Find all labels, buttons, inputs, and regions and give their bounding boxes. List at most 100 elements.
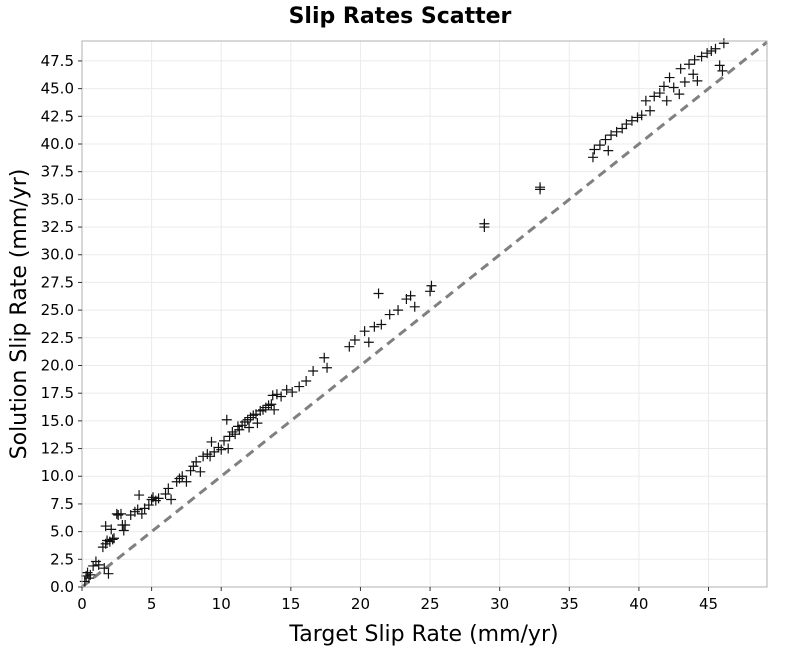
data-point (267, 390, 278, 401)
data-point (146, 494, 157, 505)
data-point (109, 533, 120, 544)
data-point (281, 384, 292, 395)
reference-line-layer (81, 40, 768, 589)
y-tick-label: 10.0 (41, 467, 74, 485)
data-point (674, 89, 685, 100)
y-tick-label: 30.0 (41, 246, 74, 264)
data-point (177, 471, 188, 482)
data-point (118, 525, 129, 536)
data-point (675, 63, 686, 74)
data-point (658, 81, 669, 92)
x-tick-label: 15 (281, 595, 300, 613)
data-point (143, 500, 154, 511)
data-point (163, 483, 174, 494)
x-tick-label: 5 (147, 595, 157, 613)
data-point (209, 446, 220, 457)
data-point (636, 110, 647, 121)
data-point (668, 82, 679, 93)
y-tick-label: 45.0 (41, 80, 74, 98)
plot-frame (81, 40, 768, 588)
data-point (349, 335, 360, 346)
data-point (319, 352, 330, 363)
data-point (649, 91, 660, 102)
data-point (603, 145, 614, 156)
data-point (702, 48, 713, 59)
y-axis-ticks: 0.0 2.5 5.0 7.5 10.0 12.5 15.0 17.5 20.0 22.5 25.0… (41, 52, 82, 596)
data-point (294, 381, 305, 392)
data-point (221, 414, 232, 425)
data-point (308, 366, 319, 377)
data-point (276, 391, 287, 402)
data-point (115, 508, 126, 519)
data-point (166, 494, 177, 505)
data-point (405, 290, 416, 301)
data-point (425, 286, 436, 297)
data-point (242, 414, 253, 425)
y-tick-label: 37.5 (41, 163, 74, 181)
data-point (216, 444, 227, 455)
data-point (132, 504, 143, 515)
y-tick-label: 27.5 (41, 273, 74, 291)
chart-title: Slip Rates Scatter (289, 4, 512, 29)
data-point (621, 119, 632, 130)
data-point (661, 95, 672, 106)
data-point (287, 387, 298, 398)
data-point (224, 431, 235, 442)
data-point (696, 51, 707, 62)
data-point (227, 426, 238, 437)
data-point (587, 152, 598, 163)
y-tick-label: 7.5 (50, 495, 74, 513)
y-tick-label: 25.0 (41, 301, 74, 319)
data-point (617, 123, 628, 134)
x-tick-label: 10 (212, 595, 231, 613)
data-point (688, 69, 699, 80)
x-tick-label: 30 (490, 595, 509, 613)
y-tick-label: 0.0 (50, 578, 74, 596)
data-point (718, 38, 729, 49)
data-point (93, 559, 104, 570)
data-point (136, 508, 147, 519)
data-point (645, 105, 656, 116)
data-point (426, 280, 437, 291)
y-axis-label: Solution Slip Rate (mm/yr) (7, 169, 32, 460)
reference-line (81, 40, 768, 589)
data-point (384, 309, 395, 320)
data-point (301, 376, 312, 387)
data-point (153, 493, 164, 504)
data-point (409, 301, 420, 312)
y-tick-label: 20.0 (41, 356, 74, 374)
data-point (223, 443, 234, 454)
y-tick-label: 17.5 (41, 384, 74, 402)
y-tick-label: 15.0 (41, 412, 74, 430)
x-tick-label: 35 (560, 595, 579, 613)
data-point (679, 76, 690, 87)
data-point (244, 422, 255, 433)
y-tick-label: 5.0 (50, 523, 74, 541)
data-point (205, 451, 216, 462)
data-point (206, 436, 217, 447)
x-axis-ticks: 0 5 10 15 20 25 30 35 40 45 (77, 587, 718, 613)
data-point (706, 45, 717, 56)
x-tick-label: 20 (351, 595, 370, 613)
data-point (185, 465, 196, 476)
y-tick-label: 40.0 (41, 135, 74, 153)
data-point (107, 534, 118, 545)
y-tick-label: 32.5 (41, 218, 74, 236)
data-point (322, 362, 333, 373)
data-point (252, 418, 263, 429)
data-points (79, 38, 729, 587)
data-point (202, 449, 213, 460)
data-point (188, 461, 199, 472)
data-point (717, 65, 728, 76)
data-point (266, 399, 277, 410)
data-point (664, 72, 675, 83)
data-point (689, 54, 700, 65)
data-point (257, 404, 268, 415)
x-tick-label: 45 (699, 595, 718, 613)
data-point (692, 75, 703, 86)
y-tick-label: 35.0 (41, 190, 74, 208)
data-point (134, 490, 145, 501)
data-point (88, 560, 99, 571)
data-point (363, 337, 374, 348)
y-tick-label: 22.5 (41, 329, 74, 347)
